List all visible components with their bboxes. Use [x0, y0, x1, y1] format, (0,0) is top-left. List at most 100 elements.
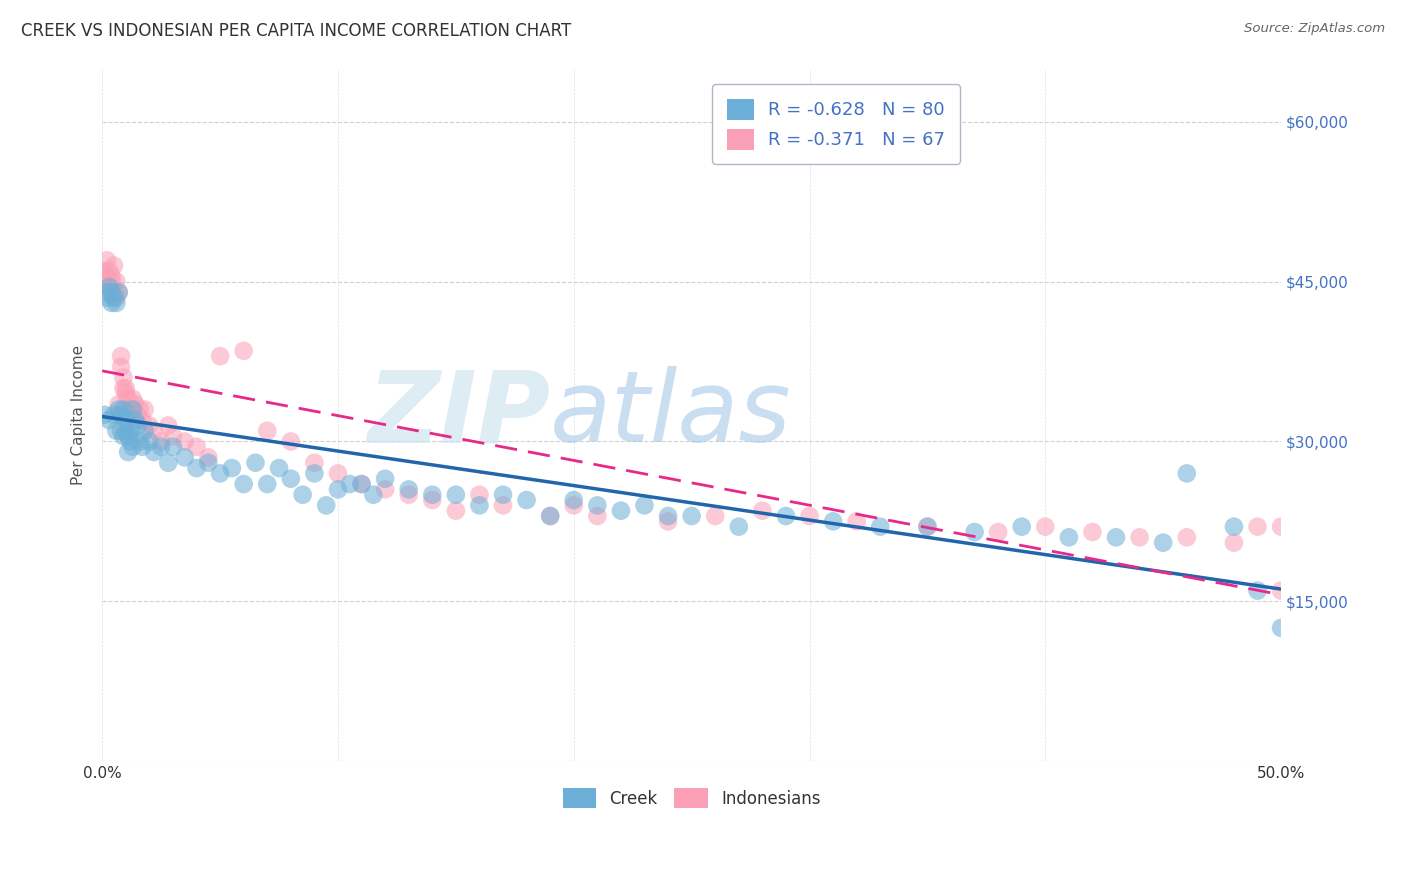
Point — [845, 514, 868, 528]
Legend: Creek, Indonesians: Creek, Indonesians — [557, 781, 827, 815]
Point — [114, 381, 136, 395]
Point — [751, 504, 773, 518]
Point — [107, 402, 129, 417]
Point — [209, 349, 232, 363]
Point — [96, 253, 118, 268]
Point — [586, 508, 609, 523]
Point — [657, 514, 679, 528]
Point — [1223, 519, 1246, 533]
Point — [799, 508, 821, 523]
Point — [350, 477, 373, 491]
Point — [127, 408, 149, 422]
Point — [121, 440, 143, 454]
Point — [93, 408, 115, 422]
Point — [120, 434, 142, 449]
Point — [110, 424, 132, 438]
Point — [245, 456, 267, 470]
Point — [131, 413, 153, 427]
Point — [107, 285, 129, 300]
Point — [492, 499, 515, 513]
Point — [1246, 519, 1268, 533]
Point — [100, 269, 122, 284]
Point — [110, 359, 132, 374]
Point — [420, 493, 443, 508]
Point — [291, 488, 314, 502]
Point — [610, 504, 633, 518]
Point — [120, 402, 142, 417]
Point — [221, 461, 243, 475]
Point — [197, 450, 219, 465]
Point — [186, 461, 208, 475]
Point — [162, 429, 184, 443]
Point — [562, 493, 585, 508]
Point — [586, 499, 609, 513]
Point — [775, 508, 797, 523]
Point — [117, 429, 139, 443]
Point — [173, 434, 195, 449]
Point — [280, 472, 302, 486]
Point — [492, 488, 515, 502]
Point — [105, 296, 128, 310]
Point — [114, 424, 136, 438]
Point — [704, 508, 727, 523]
Point — [917, 519, 939, 533]
Point — [100, 296, 122, 310]
Point — [444, 504, 467, 518]
Point — [398, 483, 420, 497]
Point — [98, 280, 121, 294]
Point — [1270, 583, 1292, 598]
Point — [657, 508, 679, 523]
Text: Source: ZipAtlas.com: Source: ZipAtlas.com — [1244, 22, 1385, 36]
Point — [107, 397, 129, 411]
Point — [157, 418, 180, 433]
Point — [232, 477, 254, 491]
Point — [157, 456, 180, 470]
Point — [256, 424, 278, 438]
Point — [134, 402, 156, 417]
Point — [105, 291, 128, 305]
Point — [468, 499, 491, 513]
Point — [633, 499, 655, 513]
Point — [143, 445, 166, 459]
Point — [823, 514, 845, 528]
Point — [112, 381, 135, 395]
Point — [112, 402, 135, 417]
Point — [420, 488, 443, 502]
Point — [162, 440, 184, 454]
Point — [444, 488, 467, 502]
Point — [112, 429, 135, 443]
Point — [114, 413, 136, 427]
Text: ZIP: ZIP — [367, 367, 550, 463]
Point — [374, 483, 396, 497]
Point — [1270, 519, 1292, 533]
Point — [186, 440, 208, 454]
Point — [93, 269, 115, 284]
Point — [96, 285, 118, 300]
Point — [538, 508, 561, 523]
Point — [350, 477, 373, 491]
Point — [150, 440, 173, 454]
Point — [869, 519, 891, 533]
Point — [1033, 519, 1056, 533]
Point — [1011, 519, 1033, 533]
Point — [131, 440, 153, 454]
Point — [173, 450, 195, 465]
Point — [103, 408, 125, 422]
Point — [107, 285, 129, 300]
Text: atlas: atlas — [550, 367, 792, 463]
Point — [681, 508, 703, 523]
Point — [374, 472, 396, 486]
Point — [267, 461, 290, 475]
Point — [121, 402, 143, 417]
Point — [197, 456, 219, 470]
Point — [112, 370, 135, 384]
Point — [468, 488, 491, 502]
Point — [96, 291, 118, 305]
Point — [105, 424, 128, 438]
Point — [121, 392, 143, 406]
Point — [1129, 530, 1152, 544]
Point — [117, 392, 139, 406]
Point — [138, 418, 160, 433]
Point — [100, 275, 122, 289]
Point — [304, 456, 326, 470]
